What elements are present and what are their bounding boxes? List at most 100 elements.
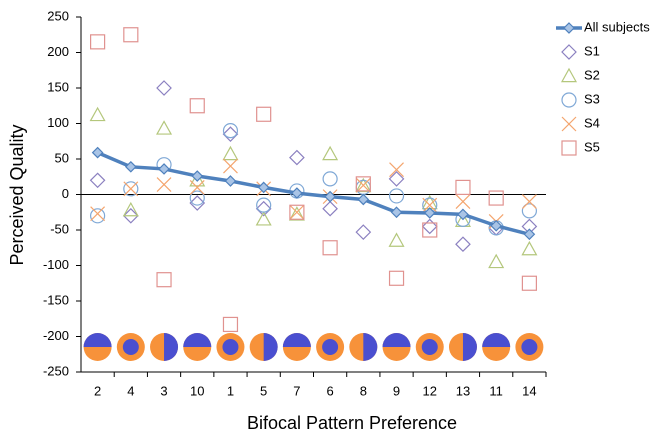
y-tick-label: -150 [43,292,69,307]
marker [256,106,272,122]
pattern-icon-core [222,339,239,355]
marker [324,190,336,203]
x-tick-label: 9 [393,383,400,398]
marker [123,181,139,197]
marker [561,140,577,156]
marker [355,177,371,193]
marker [423,207,436,219]
x-tick-label: 14 [522,383,536,398]
pattern-icon-half [482,333,511,347]
y-tick-label: 0 [62,186,69,201]
y-tick-label: -100 [43,257,69,272]
marker [189,190,205,206]
marker [158,163,170,175]
marker [488,190,504,206]
marker [123,27,139,43]
pattern-icon-half [183,333,212,347]
y-tick-label: 100 [47,115,69,130]
marker [521,275,537,291]
marker [455,194,471,210]
marker [189,179,205,195]
pattern-icon [448,333,477,361]
marker [563,22,575,34]
marker [560,67,578,83]
x-tick-label: 6 [326,383,333,398]
pattern-icon-half [164,333,179,361]
marker [123,181,139,197]
marker [256,197,272,213]
marker [156,120,173,135]
x-tick-label: 2 [94,383,101,398]
marker [122,207,139,224]
x-tick-label: 10 [190,383,204,398]
marker [289,204,305,220]
pattern-icon-half [363,333,378,361]
marker [191,170,204,182]
pattern-icon-core [521,339,538,355]
legend-label: S1 [584,43,600,58]
y-tick-label: -50 [50,221,69,236]
y-tick-label: 200 [47,44,69,59]
marker [222,126,239,142]
marker [91,146,104,159]
marker [289,149,305,166]
marker [390,206,403,219]
marker [521,203,537,219]
marker [322,240,338,256]
marker [289,204,305,220]
marker [357,193,370,206]
marker [322,145,339,161]
marker [156,177,172,192]
marker [388,188,405,204]
marker [189,172,206,187]
x-tick-label: 11 [489,383,503,398]
pattern-icon-core [322,339,339,355]
pattern-icon [282,333,311,361]
marker [561,44,577,60]
marker [521,240,538,256]
x-tick-label: 13 [456,383,470,398]
x-tick-label: 1 [227,383,234,398]
pattern-icon-half [382,333,411,347]
x-tick-label: 8 [360,383,367,398]
pattern-icon-half [83,333,112,347]
marker [223,158,238,174]
pattern-icon-half [282,333,311,347]
marker [561,116,577,132]
y-tick-label: 50 [55,150,69,165]
y-tick-label: 250 [47,8,69,23]
marker [291,187,303,199]
marker [422,197,438,213]
legend-label: S5 [584,139,600,154]
marker [89,172,106,189]
marker [322,171,338,187]
x-tick-label: 3 [160,383,167,398]
pattern-icon [515,333,544,361]
marker [490,219,503,232]
marker [389,162,404,178]
marker [124,160,137,173]
pattern-icon [249,333,278,361]
pattern-icon [116,333,145,361]
x-tick-label: 12 [423,383,437,398]
marker [355,177,372,193]
marker [521,194,537,210]
x-tick-label: 4 [127,383,134,398]
pattern-icon [183,333,212,361]
pattern-icon [83,333,112,361]
marker [156,272,172,288]
pattern-icon-half [462,333,477,361]
marker [457,208,469,221]
marker [90,34,106,50]
marker [189,98,205,114]
legend-label: S3 [584,91,600,106]
marker [222,316,239,333]
pattern-icon-core [421,339,438,355]
y-axis-title: Perceived Quality [7,124,27,265]
marker [455,179,471,195]
x-tick-label: 5 [260,383,267,398]
marker [288,206,305,221]
marker [255,211,272,226]
marker [189,195,206,211]
